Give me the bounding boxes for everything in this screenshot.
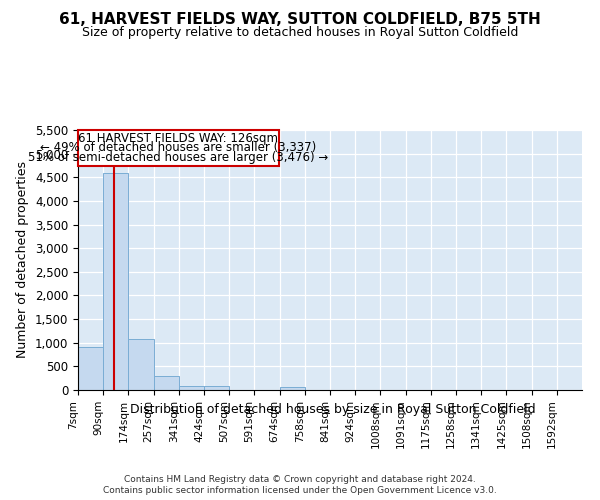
Text: Distribution of detached houses by size in Royal Sutton Coldfield: Distribution of detached houses by size … xyxy=(130,402,536,415)
Bar xyxy=(179,386,204,390)
Y-axis label: Number of detached properties: Number of detached properties xyxy=(16,162,29,358)
Text: Size of property relative to detached houses in Royal Sutton Coldfield: Size of property relative to detached ho… xyxy=(82,26,518,39)
Text: Contains public sector information licensed under the Open Government Licence v3: Contains public sector information licen… xyxy=(103,486,497,495)
Bar xyxy=(128,339,154,390)
Text: 61 HARVEST FIELDS WAY: 126sqm: 61 HARVEST FIELDS WAY: 126sqm xyxy=(79,132,278,145)
Bar xyxy=(103,172,128,390)
Text: 61, HARVEST FIELDS WAY, SUTTON COLDFIELD, B75 5TH: 61, HARVEST FIELDS WAY, SUTTON COLDFIELD… xyxy=(59,12,541,28)
Text: ← 49% of detached houses are smaller (3,337): ← 49% of detached houses are smaller (3,… xyxy=(40,141,317,154)
Text: Contains HM Land Registry data © Crown copyright and database right 2024.: Contains HM Land Registry data © Crown c… xyxy=(124,475,476,484)
Bar xyxy=(154,376,179,390)
Bar xyxy=(78,348,103,390)
Bar xyxy=(204,386,229,390)
Text: 51% of semi-detached houses are larger (3,476) →: 51% of semi-detached houses are larger (… xyxy=(28,152,329,164)
Bar xyxy=(280,388,305,390)
Bar xyxy=(78,130,279,166)
